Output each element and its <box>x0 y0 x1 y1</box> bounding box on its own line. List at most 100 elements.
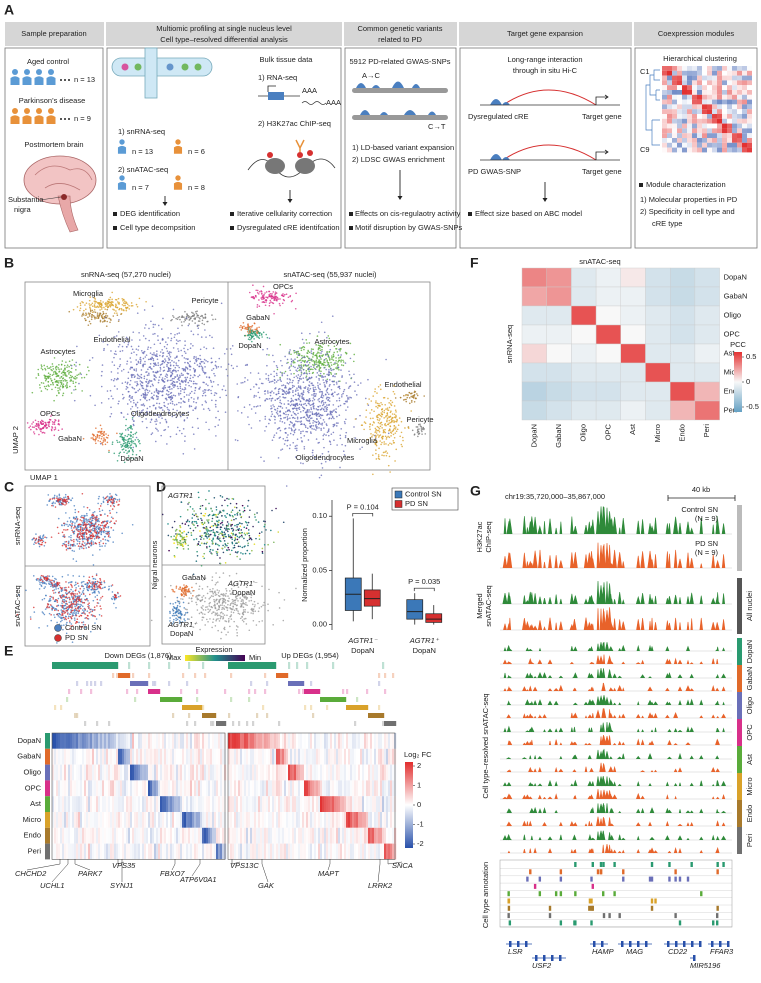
cell-dot <box>126 302 128 304</box>
cell-dot <box>101 375 103 377</box>
cell-dot <box>293 385 295 387</box>
cell-dot <box>87 519 89 521</box>
cell-dot <box>271 293 273 295</box>
cell-dot <box>71 596 73 598</box>
cell-dot <box>110 319 112 321</box>
cell-dot <box>82 493 84 495</box>
coexp-cell <box>742 104 747 109</box>
cell-dot <box>194 317 196 319</box>
cell-dot <box>411 401 413 403</box>
cell-dot <box>177 327 179 329</box>
cell-dot <box>132 387 134 389</box>
cell-dot <box>316 361 318 363</box>
arrow-head <box>288 199 293 203</box>
cell-dot <box>101 402 103 404</box>
cell-dot <box>41 367 43 369</box>
cell-dot <box>109 536 111 538</box>
sample-size: n = 13 <box>74 75 95 84</box>
cell-dot <box>287 414 289 416</box>
cell-dot <box>36 429 38 431</box>
cell-dot <box>211 314 213 316</box>
coexp-cell <box>687 104 692 109</box>
cell-dot <box>52 498 54 500</box>
cell-dot <box>183 400 185 402</box>
cell-dot <box>99 510 101 512</box>
cell-dot <box>70 537 72 539</box>
cell-dot <box>142 382 144 384</box>
cell-dot <box>378 403 380 405</box>
cell-dot <box>188 373 190 375</box>
cell-dot <box>256 336 258 338</box>
coexp-cell <box>667 95 672 100</box>
cell-dot <box>88 324 90 326</box>
coexp-cell <box>672 138 677 143</box>
cell-dot <box>90 531 92 533</box>
cell-dot <box>114 378 116 380</box>
cell-dot <box>95 436 97 438</box>
cell-dot <box>101 431 103 433</box>
cell-dot <box>58 429 60 431</box>
cell-dot <box>38 627 40 629</box>
cell-dot <box>28 427 30 429</box>
coexp-cell <box>712 114 717 119</box>
cell-dot <box>89 305 91 307</box>
cell-dot <box>57 390 59 392</box>
cell-dot <box>89 527 91 529</box>
cell-dot <box>67 521 69 523</box>
cell-dot <box>308 439 310 441</box>
cell-dot <box>206 321 208 323</box>
coexp-cell <box>672 100 677 105</box>
cell-dot <box>328 356 330 358</box>
cell-dot <box>312 400 314 402</box>
cell-dot <box>61 364 63 366</box>
cell-dot <box>215 400 217 402</box>
cell-dot <box>386 413 388 415</box>
cell-dot <box>382 436 384 438</box>
cell-dot <box>116 440 118 442</box>
cell-dot <box>40 430 42 432</box>
cell-dot <box>334 391 336 393</box>
cell-dot <box>305 377 307 379</box>
cell-dot <box>332 393 334 395</box>
cell-dot <box>202 390 204 392</box>
cell-dot <box>137 439 139 441</box>
cell-dot <box>328 374 330 376</box>
cell-dot <box>305 412 307 414</box>
cell-dot <box>109 510 111 512</box>
cell-dot <box>57 499 59 501</box>
cluster-label: OPCs <box>273 282 293 291</box>
cell-dot <box>127 344 129 346</box>
cell-dot <box>166 393 168 395</box>
cell-dot <box>383 417 385 419</box>
cell-dot <box>130 448 132 450</box>
cell-dot <box>42 369 44 371</box>
cell-dot <box>145 338 147 340</box>
cell-dot <box>330 362 332 364</box>
cell-dot <box>120 364 122 366</box>
cell-dot <box>326 398 328 400</box>
coexp-cell <box>732 148 737 153</box>
cell-dot <box>254 395 256 397</box>
cell-dot <box>48 600 50 602</box>
cell-dot <box>184 377 186 379</box>
cell-dot <box>74 512 76 514</box>
cell-dot <box>90 304 92 306</box>
cell-dot <box>279 420 281 422</box>
label: Bulk tissue data <box>260 55 314 64</box>
cell-dot <box>152 383 154 385</box>
coexp-cell <box>707 66 712 71</box>
cell-dot <box>51 536 53 538</box>
cell-dot <box>305 365 307 367</box>
coexp-cell <box>692 133 697 138</box>
cell-dot <box>207 385 209 387</box>
cell-dot <box>134 375 136 377</box>
cell-dot <box>329 349 331 351</box>
cell-dot <box>93 315 95 317</box>
cell-dot <box>316 376 318 378</box>
cell-dot <box>336 394 338 396</box>
cell-dot <box>71 392 73 394</box>
cell-dot <box>70 525 72 527</box>
cell-dot <box>56 380 58 382</box>
cell-dot <box>295 394 297 396</box>
cell-dot <box>83 548 85 550</box>
